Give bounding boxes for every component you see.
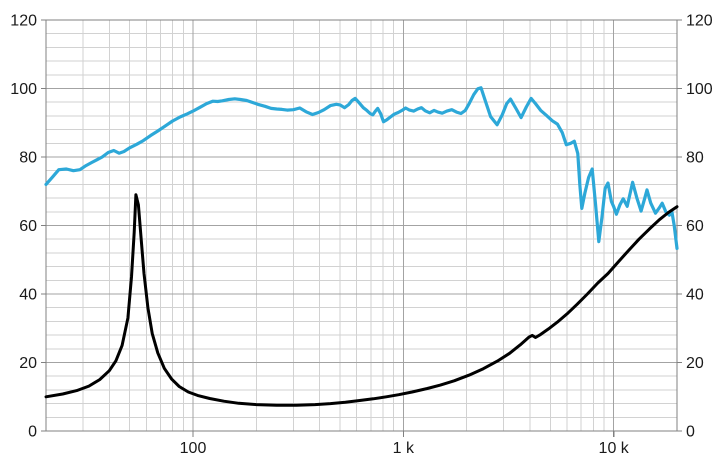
- y-axis-label-left: 80: [19, 150, 37, 167]
- y-axis-label-right: 120: [686, 13, 713, 30]
- x-axis-label: 10 k: [599, 440, 630, 457]
- x-axis-label: 100: [180, 440, 207, 457]
- grid-major-lines: [46, 20, 677, 431]
- y-axis-label-left: 40: [19, 287, 37, 304]
- y-axis-label-left: 20: [19, 355, 37, 372]
- y-axis-label-right: 80: [686, 150, 704, 167]
- y-axis-label-right: 40: [686, 287, 704, 304]
- y-axis-label-right: 100: [686, 81, 713, 98]
- y-axis-label-right: 60: [686, 218, 704, 235]
- y-axis-label-left: 0: [28, 424, 37, 441]
- x-axis-label: 1 k: [393, 440, 415, 457]
- spl-response-curve: [44, 86, 679, 250]
- data-curves: [44, 86, 679, 407]
- axis-tick-labels: 0 0 20 20 40 40 60 60 80 80 100 100 120 120 100 1 k 10 k: [10, 13, 713, 458]
- y-axis-label-right: 20: [686, 355, 704, 372]
- axis-ticks: [41, 19, 682, 437]
- y-axis-label-right: 0: [686, 424, 695, 441]
- impedance-curve: [44, 193, 679, 407]
- y-axis-label-left: 120: [10, 13, 37, 30]
- y-axis-label-left: 60: [19, 218, 37, 235]
- y-axis-label-left: 100: [10, 81, 37, 98]
